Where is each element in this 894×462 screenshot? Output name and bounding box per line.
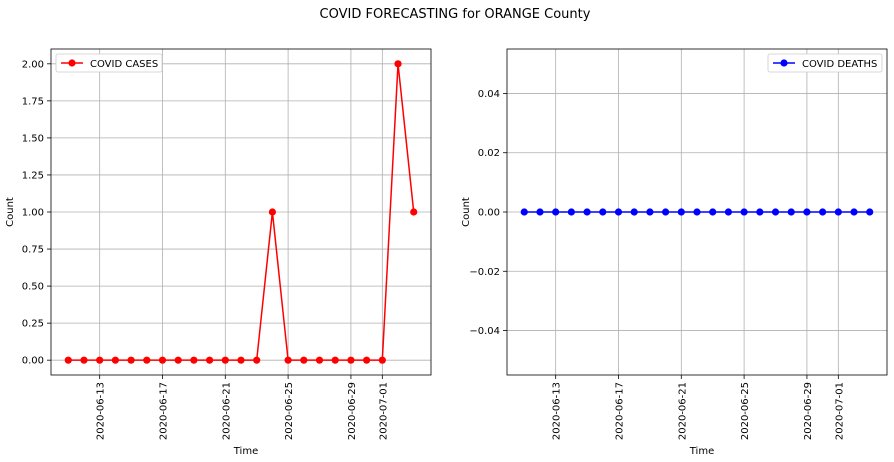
deaths-data-point bbox=[834, 208, 842, 216]
cases-data-point bbox=[363, 356, 371, 364]
cases-data-point bbox=[410, 208, 418, 216]
y-tick-label: 0.04 bbox=[478, 89, 500, 100]
deaths-chart: 2020-06-13 2020-06-17 2020-06-21 2020-06-25… bbox=[461, 48, 888, 457]
y-axis-label: Count bbox=[5, 197, 16, 227]
cases-data-point bbox=[80, 356, 88, 364]
x-tick-label: 2020-06-25 bbox=[284, 382, 295, 440]
y-axis-label: Count bbox=[461, 197, 472, 227]
x-tick-label: 2020-07-01 bbox=[378, 382, 389, 440]
deaths-data-point bbox=[536, 208, 544, 216]
legend-label: COVID CASES bbox=[90, 59, 158, 70]
cases-data-point bbox=[378, 356, 386, 364]
x-tick-label: 2020-06-13 bbox=[96, 382, 107, 440]
deaths-data-point bbox=[866, 208, 874, 216]
plot-frame bbox=[506, 48, 888, 376]
x-tick-label: 2020-06-17 bbox=[614, 382, 625, 440]
y-tick-label: 1.00 bbox=[22, 208, 44, 219]
cases-data-point bbox=[268, 208, 277, 216]
cases-data-point bbox=[253, 356, 261, 364]
deaths-data-point bbox=[803, 208, 811, 216]
y-tick-label: 0.75 bbox=[22, 245, 44, 256]
legend-marker bbox=[68, 59, 76, 67]
cases-data-point bbox=[331, 356, 339, 364]
deaths-data-point bbox=[850, 208, 858, 216]
cases-data-point bbox=[174, 356, 182, 364]
cases-data-point bbox=[221, 356, 229, 364]
y-tick-label: −0.02 bbox=[469, 267, 500, 278]
deaths-data-point bbox=[787, 208, 795, 216]
y-tick-label: −0.04 bbox=[469, 326, 500, 337]
deaths-data-point bbox=[819, 208, 827, 216]
x-tick-label: 2020-06-25 bbox=[740, 382, 751, 440]
y-tick-label: 0.25 bbox=[22, 319, 44, 330]
cases-data-point bbox=[64, 356, 72, 364]
y-tick-label: 1.50 bbox=[22, 133, 44, 144]
deaths-data-point bbox=[614, 208, 623, 216]
figure-title: COVID FORECASTING for ORANGE County bbox=[320, 7, 591, 22]
cases-data-point bbox=[394, 60, 402, 68]
deaths-data-point bbox=[646, 208, 654, 216]
deaths-data-point bbox=[709, 208, 717, 216]
deaths-data-point bbox=[661, 208, 670, 216]
x-axis-label: Time bbox=[233, 446, 258, 457]
cases-data-point bbox=[284, 356, 292, 364]
cases-data-point bbox=[300, 356, 308, 364]
cases-data-point bbox=[127, 356, 135, 364]
y-tick-label: 0.50 bbox=[22, 282, 44, 293]
x-tick-label: 2020-06-17 bbox=[158, 382, 169, 440]
deaths-data-point bbox=[693, 208, 701, 216]
cases-data-point bbox=[190, 356, 198, 364]
deaths-data-point bbox=[567, 208, 575, 216]
x-tick-label: 2020-06-13 bbox=[552, 382, 563, 440]
cases-data-point bbox=[237, 356, 245, 364]
deaths-data-point bbox=[630, 208, 638, 216]
cases-data-point bbox=[205, 356, 214, 364]
cases-data-point bbox=[158, 356, 167, 364]
y-tick-label: 0.00 bbox=[478, 208, 500, 219]
legend-box bbox=[55, 53, 163, 73]
cases-chart: 2020-06-13 2020-06-17 2020-06-21 2020-06-25… bbox=[5, 48, 432, 457]
cases-data-point bbox=[96, 356, 104, 364]
deaths-data-point bbox=[552, 208, 560, 216]
y-tick-label: 0.00 bbox=[22, 356, 44, 367]
y-tick-label: 1.75 bbox=[22, 96, 44, 107]
legend-box bbox=[767, 53, 883, 73]
x-tick-label: 2020-06-21 bbox=[677, 382, 688, 440]
deaths-data-point bbox=[520, 208, 528, 216]
y-tick-label: 2.00 bbox=[22, 59, 44, 70]
plot-frame bbox=[50, 48, 432, 376]
x-tick-label: 2020-06-29 bbox=[803, 382, 814, 440]
x-tick-label: 2020-07-01 bbox=[834, 382, 845, 440]
x-axis-label: Time bbox=[689, 446, 714, 457]
legend-marker bbox=[780, 59, 788, 67]
deaths-data-point bbox=[599, 208, 607, 216]
cases-data-point bbox=[111, 356, 119, 364]
deaths-data-point bbox=[724, 208, 733, 216]
deaths-data-point bbox=[756, 208, 764, 216]
deaths-data-point bbox=[740, 208, 748, 216]
y-tick-label: 0.02 bbox=[478, 148, 500, 159]
deaths-data-point bbox=[771, 208, 780, 216]
legend-label: COVID DEATHS bbox=[802, 59, 877, 70]
deaths-data-point bbox=[677, 208, 685, 216]
cases-data-point bbox=[315, 356, 324, 364]
cases-data-point bbox=[143, 356, 151, 364]
x-tick-label: 2020-06-29 bbox=[347, 382, 358, 440]
x-tick-label: 2020-06-21 bbox=[221, 382, 232, 440]
y-tick-label: 1.25 bbox=[22, 170, 44, 181]
deaths-data-point bbox=[583, 208, 591, 216]
cases-data-point bbox=[347, 356, 355, 364]
